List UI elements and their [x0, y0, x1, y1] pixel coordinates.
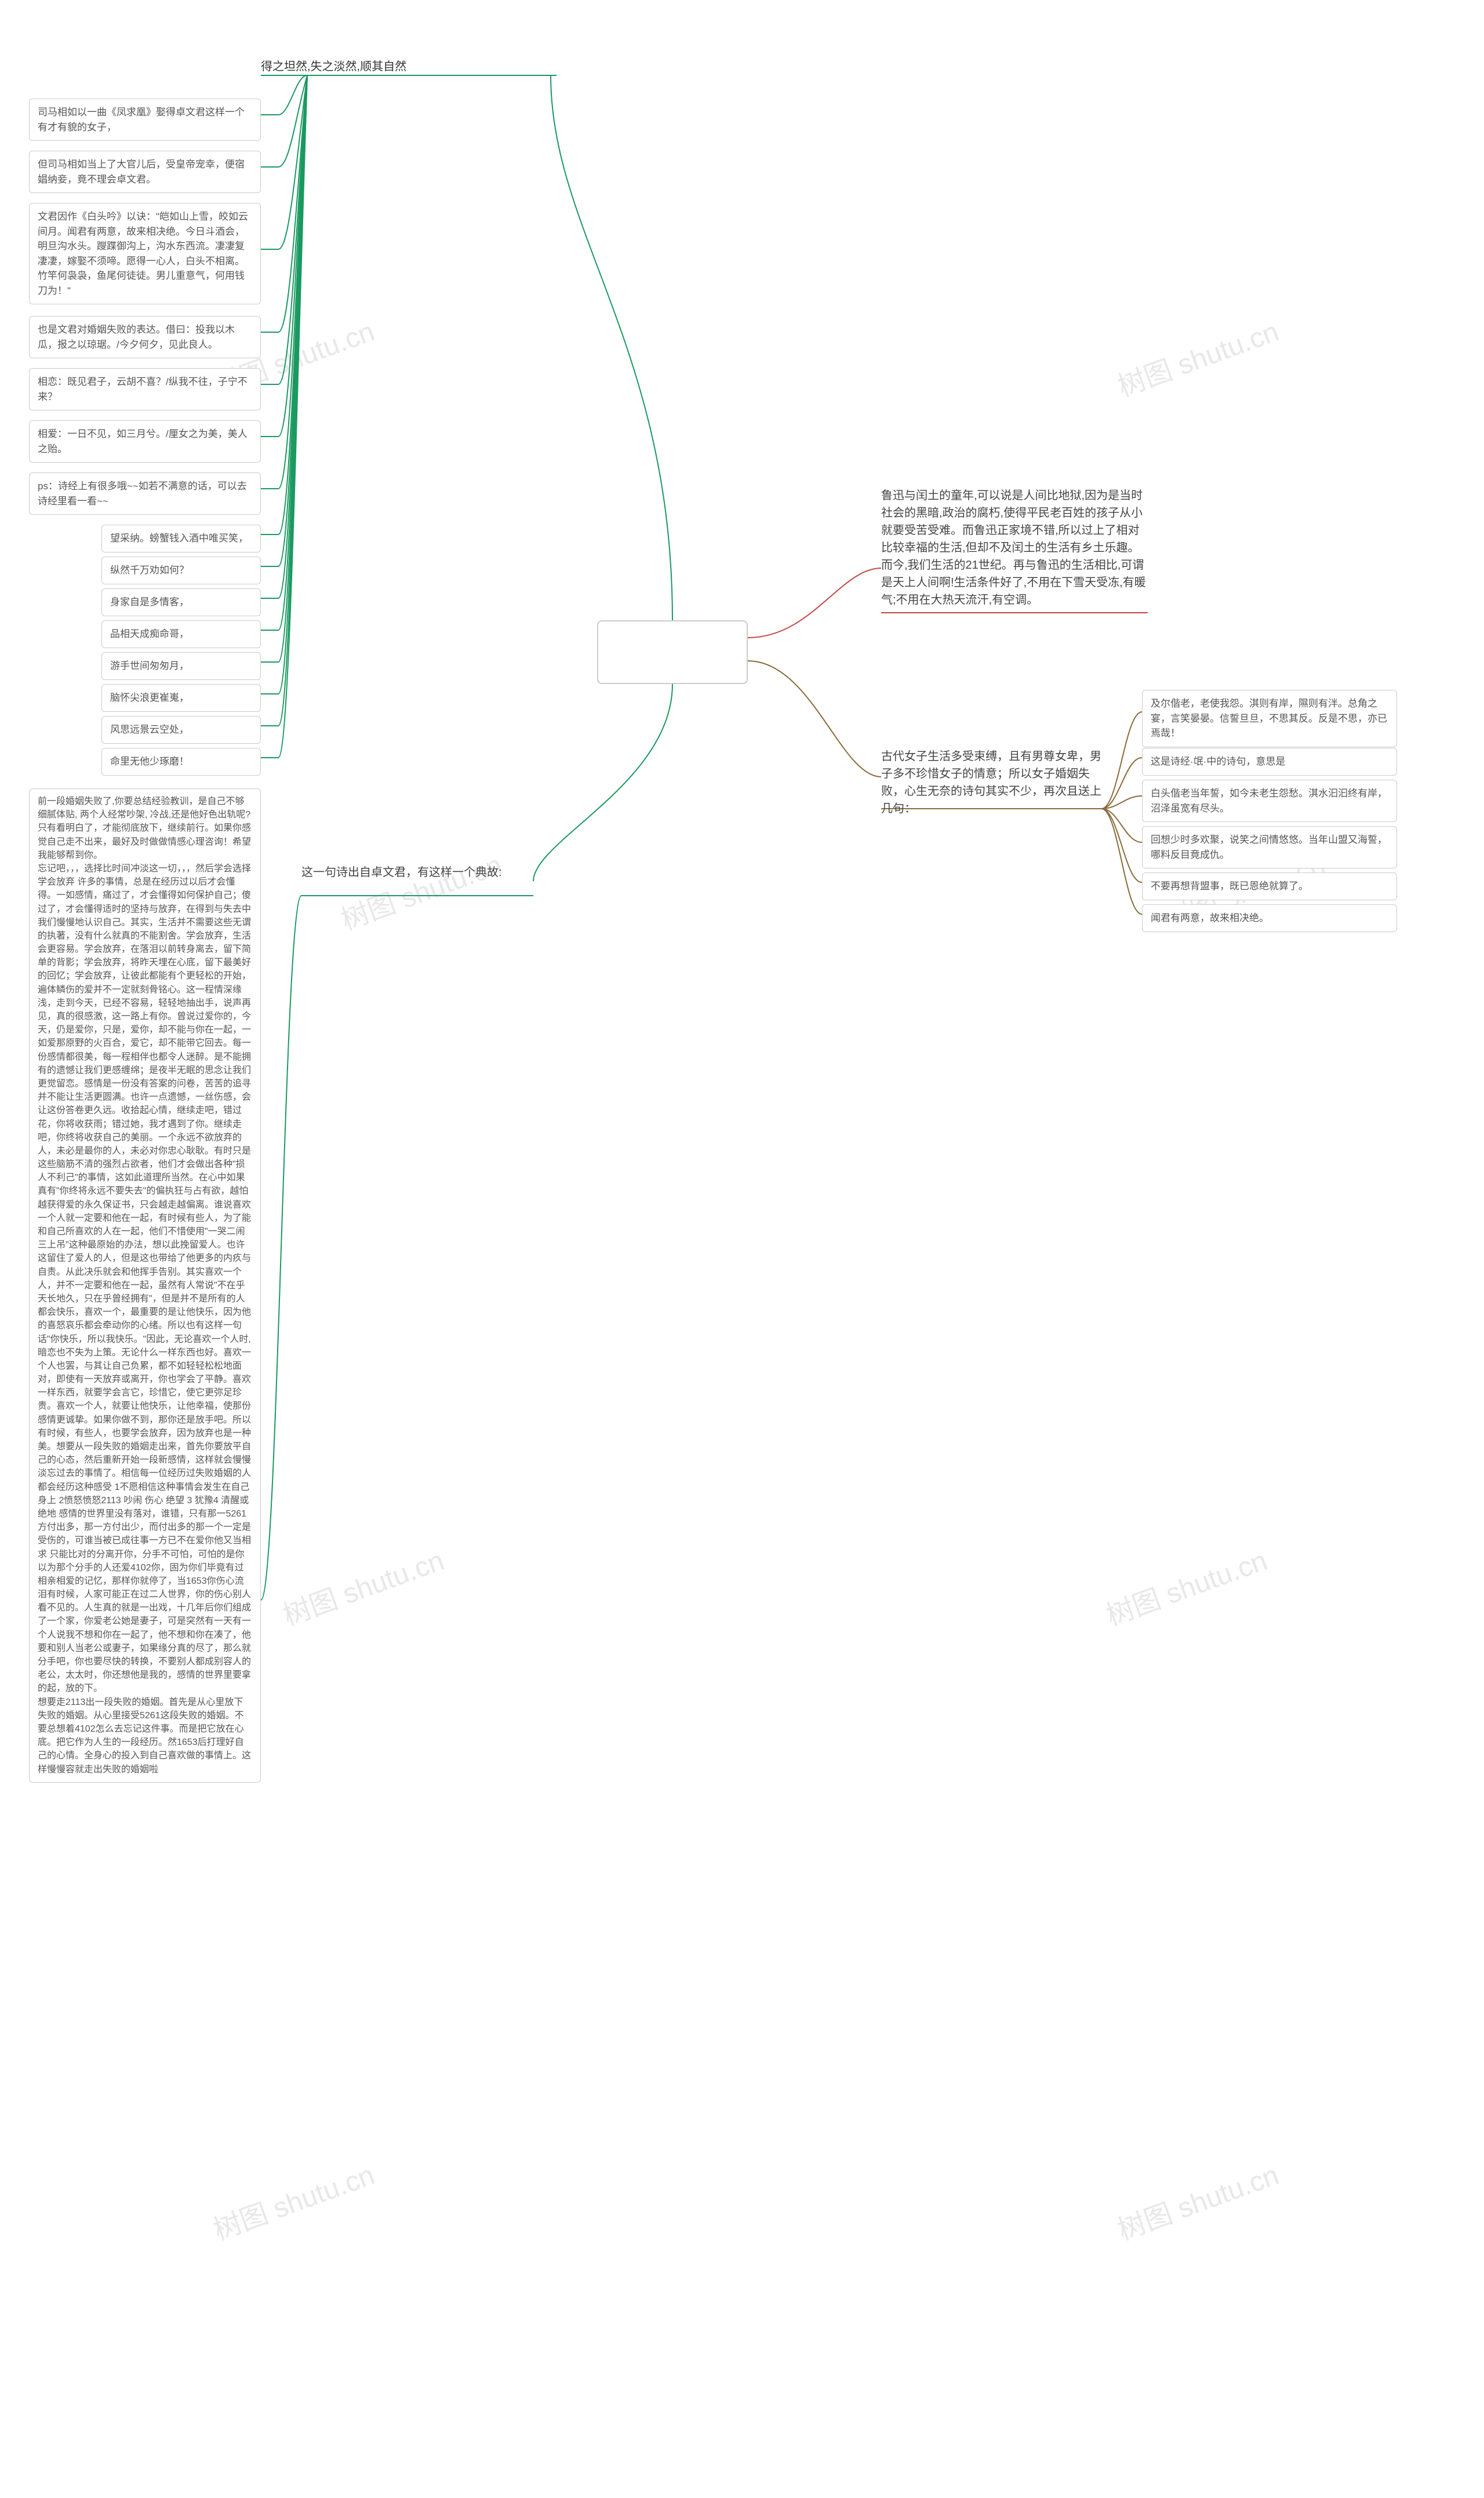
watermark: 树图 shutu.cn: [1100, 1537, 1272, 1633]
right2-label: 古代女子生活多受束缚，且有男尊女卑，男子多不珍惜女子的情意；所以女子婚姻失败，心…: [881, 748, 1101, 817]
top-node-8: 纵然千万劝如何？: [101, 557, 261, 584]
top-branch-label: 得之坦然,失之淡然,顺其自然: [261, 58, 406, 75]
top-node-2: 文君因作《白头吟》以诀："皑如山上雪，皎如云间月。闻君有两意，故来相决绝。今日斗…: [29, 203, 261, 304]
top-node-7: 望采纳。螃蟹钱入酒中唯买笑，: [101, 525, 261, 552]
watermark: 树图 shutu.cn: [277, 1537, 449, 1633]
top-node-9: 身家自是多情客，: [101, 588, 261, 616]
top-node-12: 脑怀尖浪更崔嵬，: [101, 684, 261, 712]
right2-node-5: 闻君有两意，故来相决绝。: [1142, 904, 1397, 932]
top-node-1: 但司马相如当上了大官儿后，受皇帝宠幸，便宿娼纳妾，竟不理会卓文君。: [29, 151, 261, 193]
watermark: 树图 shutu.cn: [1111, 308, 1283, 404]
right2-node-3: 回想少时多欢聚，说笑之间情悠悠。当年山盟又海誓，哪料反目竟成仇。: [1142, 826, 1397, 868]
right2-node-4: 不要再想背盟事，既已恩绝就算了。: [1142, 872, 1397, 900]
watermark: 树图 shutu.cn: [1111, 2152, 1283, 2248]
top-node-13: 风思远景云空处，: [101, 716, 261, 744]
top-node-5: 相爱：一日不见，如三月兮。/厘女之为美，美人之贻。: [29, 420, 261, 463]
bottom-branch-label: 这一句诗出自卓文君，有这样一个典故:: [301, 864, 533, 881]
top-node-0: 司马相如以一曲《凤求凰》娶得卓文君这样一个有才有貌的女子，: [29, 99, 261, 141]
top-node-11: 游手世间匆匆月，: [101, 652, 261, 680]
top-node-4: 相恋：既见君子，云胡不喜？/纵我不往，子宁不来？: [29, 368, 261, 410]
watermark: 树图 shutu.cn: [334, 842, 507, 937]
right1-text: 鲁迅与闰土的童年,可以说是人间比地狱,因为是当时社会的黑暗,政治的腐朽,使得平民…: [881, 487, 1148, 613]
right2-node-1: 这是诗经·氓·中的诗句，意思是: [1142, 748, 1397, 776]
right2-node-0: 及尔偕老，老使我怨。淇则有岸，隰则有泮。总角之宴，言笑晏晏。信誓旦旦，不思其反。…: [1142, 690, 1397, 747]
center-node: [597, 620, 748, 684]
right2-node-2: 白头偕老当年誓，如今未老生怨愁。淇水汩汩终有岸，沼泽虽宽有尽头。: [1142, 780, 1397, 822]
top-node-3: 也是文君对婚姻失败的表达。借曰：投我以木瓜，报之以琼琚。/今夕何夕，见此良人。: [29, 316, 261, 358]
bottom-long-node: 前一段婚姻失败了,你要总结经验教训，是自己不够细腻体贴, 两个人经常吵架, 冷战…: [29, 788, 261, 1783]
top-node-6: ps：诗经上有很多哦~~如若不满意的话，可以去诗经里看一看~~: [29, 472, 261, 515]
watermark: 树图 shutu.cn: [207, 2152, 379, 2248]
top-node-14: 命里无他少琢磨！: [101, 748, 261, 776]
top-node-10: 品相天成痴命哥，: [101, 620, 261, 648]
